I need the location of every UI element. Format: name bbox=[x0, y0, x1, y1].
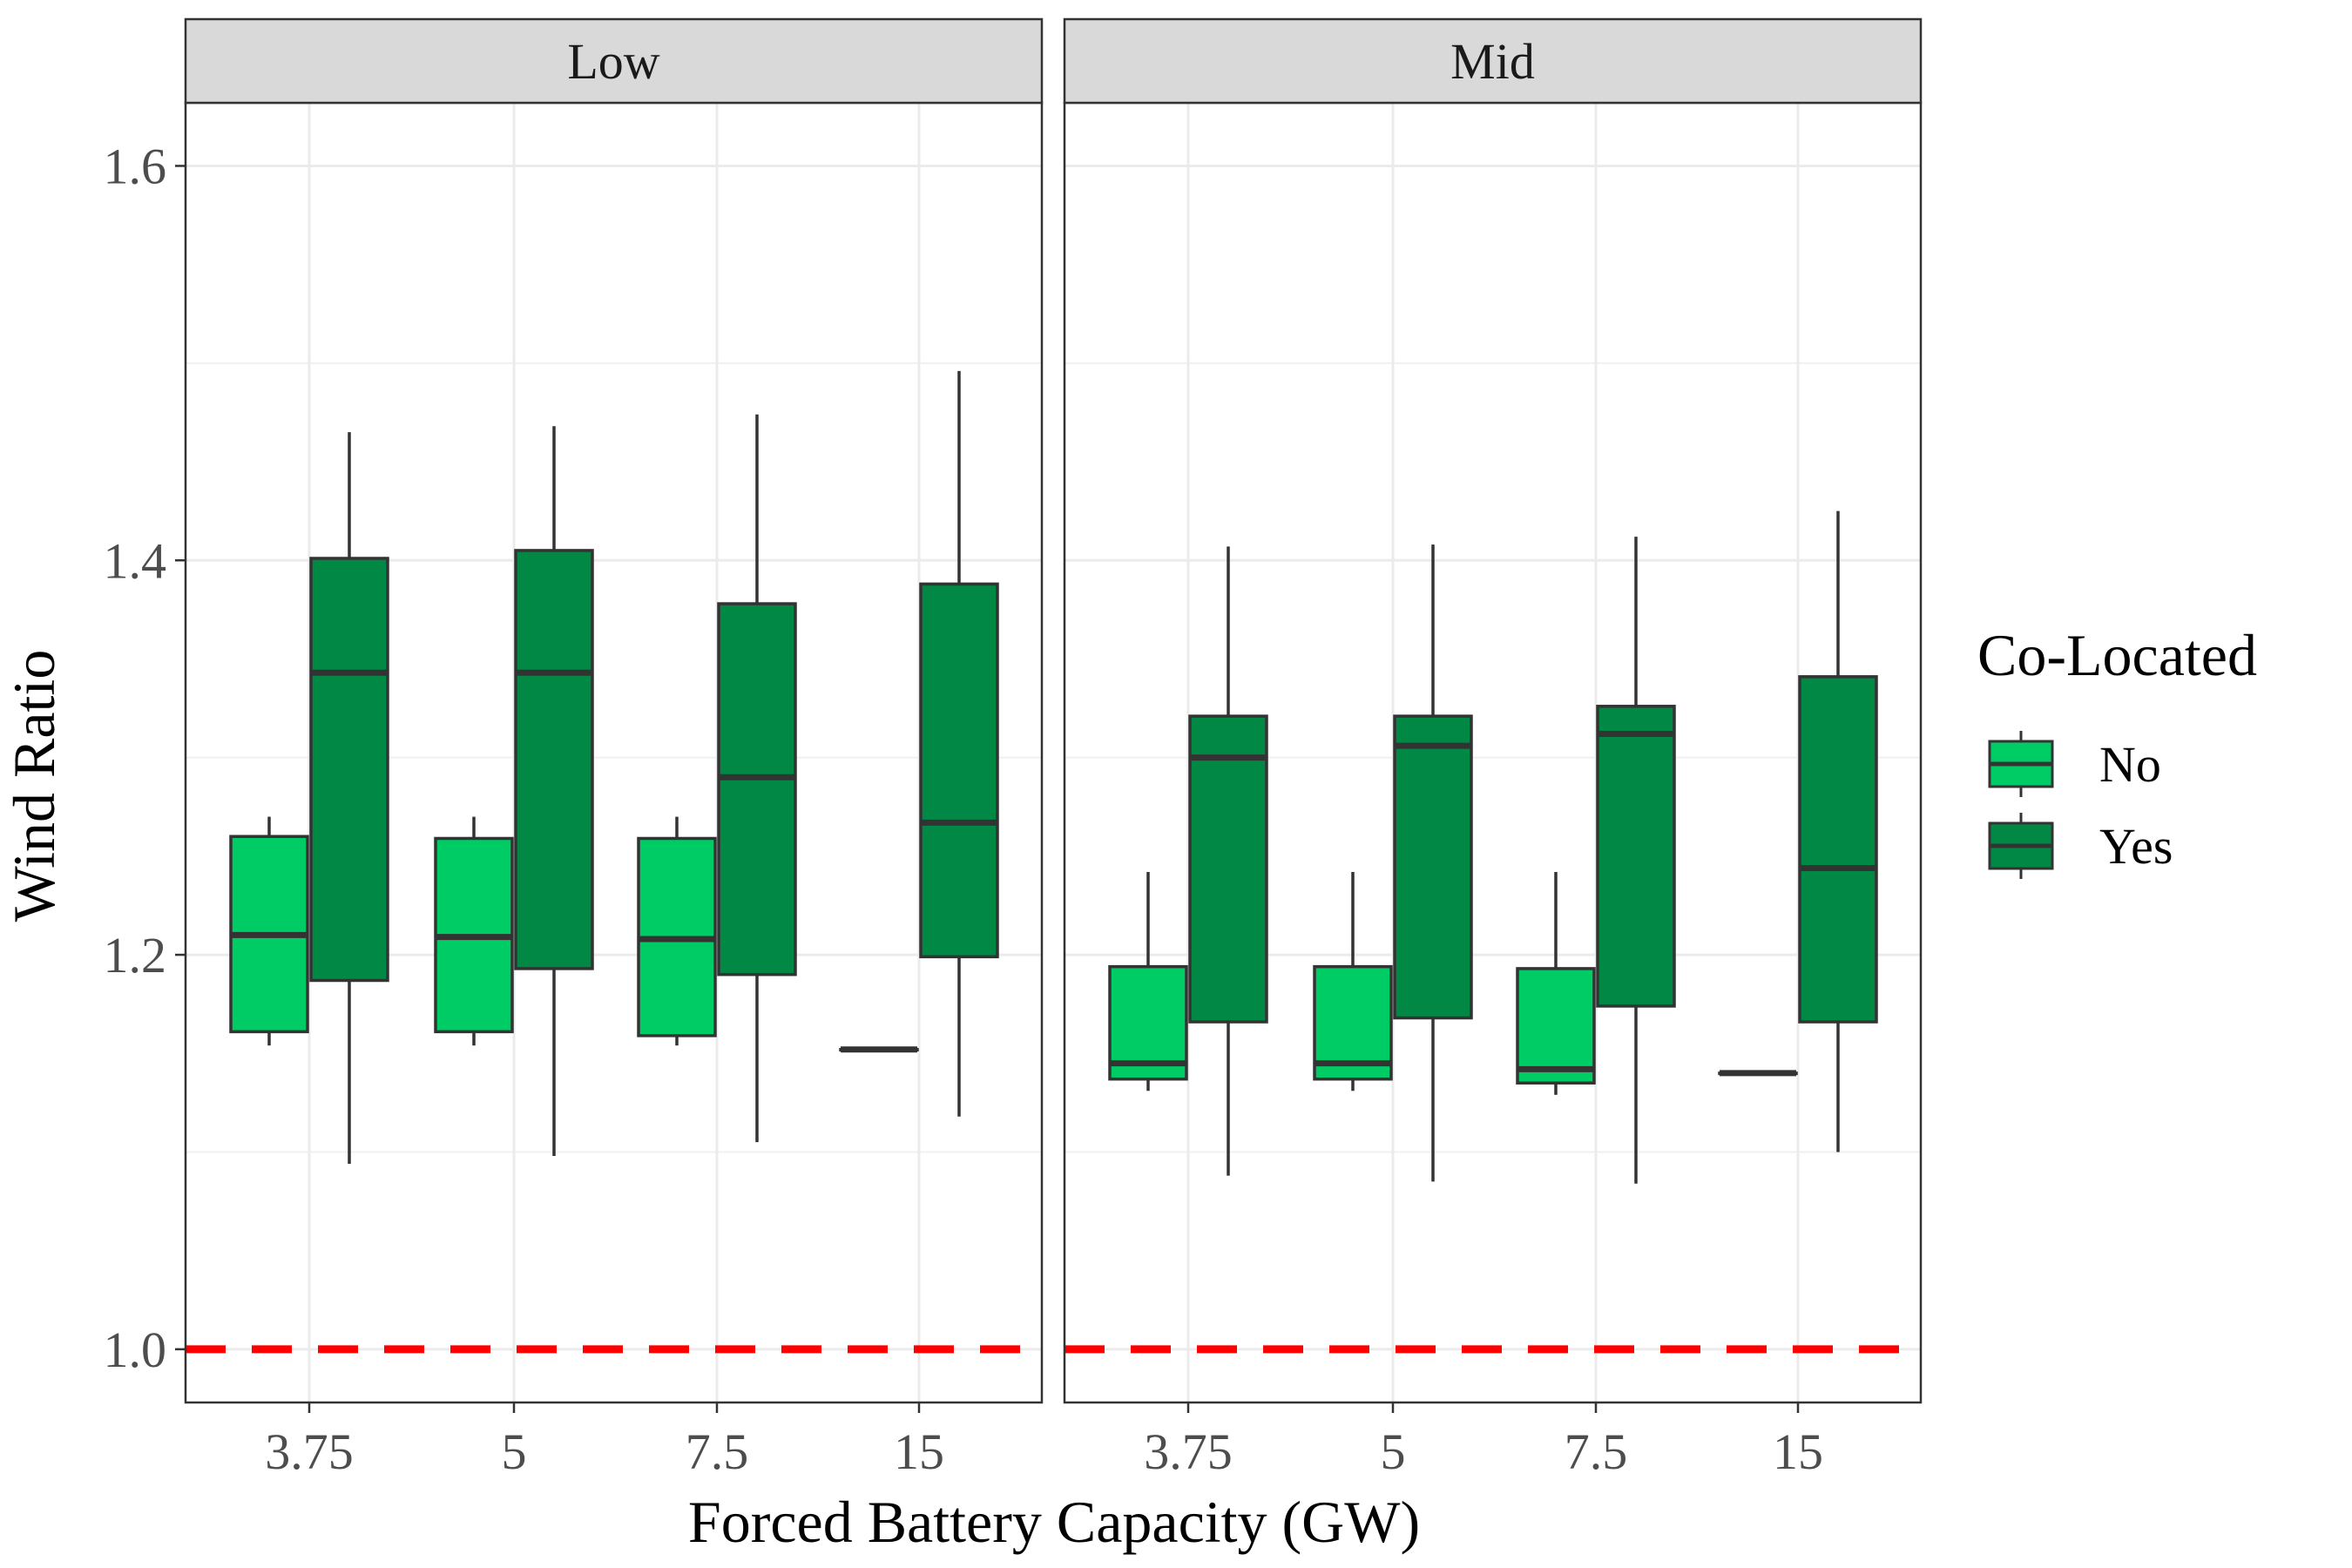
box-no-5 bbox=[434, 816, 514, 1046]
box-no-5 bbox=[1313, 871, 1393, 1092]
box-yes-3.75 bbox=[309, 432, 389, 1165]
facet-strip-label: Low bbox=[567, 33, 659, 90]
legend-entry-yes: Yes bbox=[1988, 813, 2173, 879]
x-tick-label: 15 bbox=[894, 1423, 944, 1480]
box-yes-15 bbox=[1798, 510, 1878, 1152]
x-tick-label: 3.75 bbox=[265, 1423, 354, 1480]
box-no-7.5 bbox=[1516, 871, 1596, 1095]
x-tick-label: 7.5 bbox=[1565, 1423, 1628, 1480]
legend-entry-no: No bbox=[1988, 731, 2161, 797]
y-tick-label: 1.0 bbox=[104, 1321, 167, 1378]
box-body bbox=[1516, 967, 1596, 1085]
box-body bbox=[1188, 714, 1268, 1024]
box-no-3.75 bbox=[229, 816, 309, 1046]
facet-panels: Low 3.75 5 7.5 15 Mid 3.75 5 7.5 15 bbox=[184, 17, 1923, 1480]
box-body bbox=[1596, 705, 1676, 1008]
facet-strip bbox=[1063, 17, 1923, 105]
y-tick-label: 1.2 bbox=[104, 927, 167, 983]
box-yes-3.75 bbox=[1188, 546, 1268, 1176]
facet-strip bbox=[184, 17, 1044, 105]
box-no-7.5 bbox=[637, 816, 717, 1046]
legend-entry-label: Yes bbox=[2099, 818, 2173, 875]
box-body bbox=[919, 582, 999, 959]
box-yes-5 bbox=[1393, 544, 1473, 1182]
x-tick-label: 5 bbox=[1381, 1423, 1406, 1480]
facet-panel-mid: Mid 3.75 5 7.5 15 bbox=[1063, 17, 1923, 1480]
x-tick-label: 5 bbox=[502, 1423, 527, 1480]
facet-panel-low: Low 3.75 5 7.5 15 bbox=[184, 17, 1044, 1480]
box-body bbox=[1393, 714, 1473, 1020]
facet-strip-label: Mid bbox=[1450, 33, 1535, 90]
x-axis-title: Forced Battery Capacity (GW) bbox=[688, 1489, 1420, 1555]
y-tick-label: 1.4 bbox=[104, 532, 167, 589]
box-body bbox=[717, 602, 797, 977]
box-body bbox=[309, 557, 389, 983]
y-tick-label: 1.6 bbox=[104, 138, 167, 194]
box-yes-5 bbox=[514, 426, 594, 1156]
box-yes-7.5 bbox=[717, 414, 797, 1143]
box-body bbox=[1798, 675, 1878, 1024]
x-tick-label: 7.5 bbox=[686, 1423, 749, 1480]
box-yes-15 bbox=[919, 370, 999, 1117]
axes: Wind Ratio Forced Battery Capacity (GW) … bbox=[1, 138, 1420, 1555]
legend-entry-label: No bbox=[2099, 736, 2161, 793]
box-no-15 bbox=[1718, 1070, 1798, 1077]
box-yes-7.5 bbox=[1596, 537, 1676, 1184]
legend-entries: No Yes bbox=[1988, 731, 2173, 879]
box-body bbox=[514, 549, 594, 970]
x-tick-label: 15 bbox=[1773, 1423, 1823, 1480]
box-no-15 bbox=[839, 1046, 919, 1053]
legend: Co-Located No Yes bbox=[1977, 622, 2257, 879]
legend-title: Co-Located bbox=[1977, 622, 2257, 688]
box-no-3.75 bbox=[1108, 871, 1188, 1092]
y-axis-title: Wind Ratio bbox=[1, 650, 67, 923]
x-tick-label: 3.75 bbox=[1144, 1423, 1233, 1480]
